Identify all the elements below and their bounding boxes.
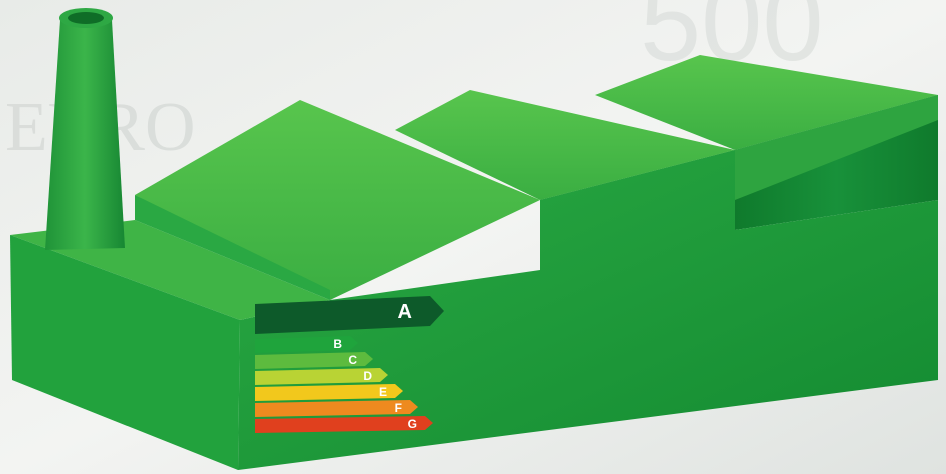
rating-bar-g [255, 416, 433, 433]
rating-label-c: C [348, 353, 357, 367]
rating-label-g: G [408, 417, 417, 431]
rating-bar-b [255, 336, 358, 353]
rating-label-b: B [333, 337, 342, 351]
rating-label-d: D [363, 369, 372, 383]
rating-bar-c [255, 352, 373, 369]
factory-front [10, 195, 330, 470]
rating-label-f: F [395, 401, 402, 415]
rating-bar-f [255, 400, 418, 417]
rating-bar-a [255, 296, 444, 334]
chimney [45, 8, 125, 250]
rating-label-a: A [398, 301, 412, 323]
rating-label-e: E [379, 385, 387, 399]
rating-bar-d [255, 368, 388, 385]
rating-bar-e [255, 384, 403, 401]
